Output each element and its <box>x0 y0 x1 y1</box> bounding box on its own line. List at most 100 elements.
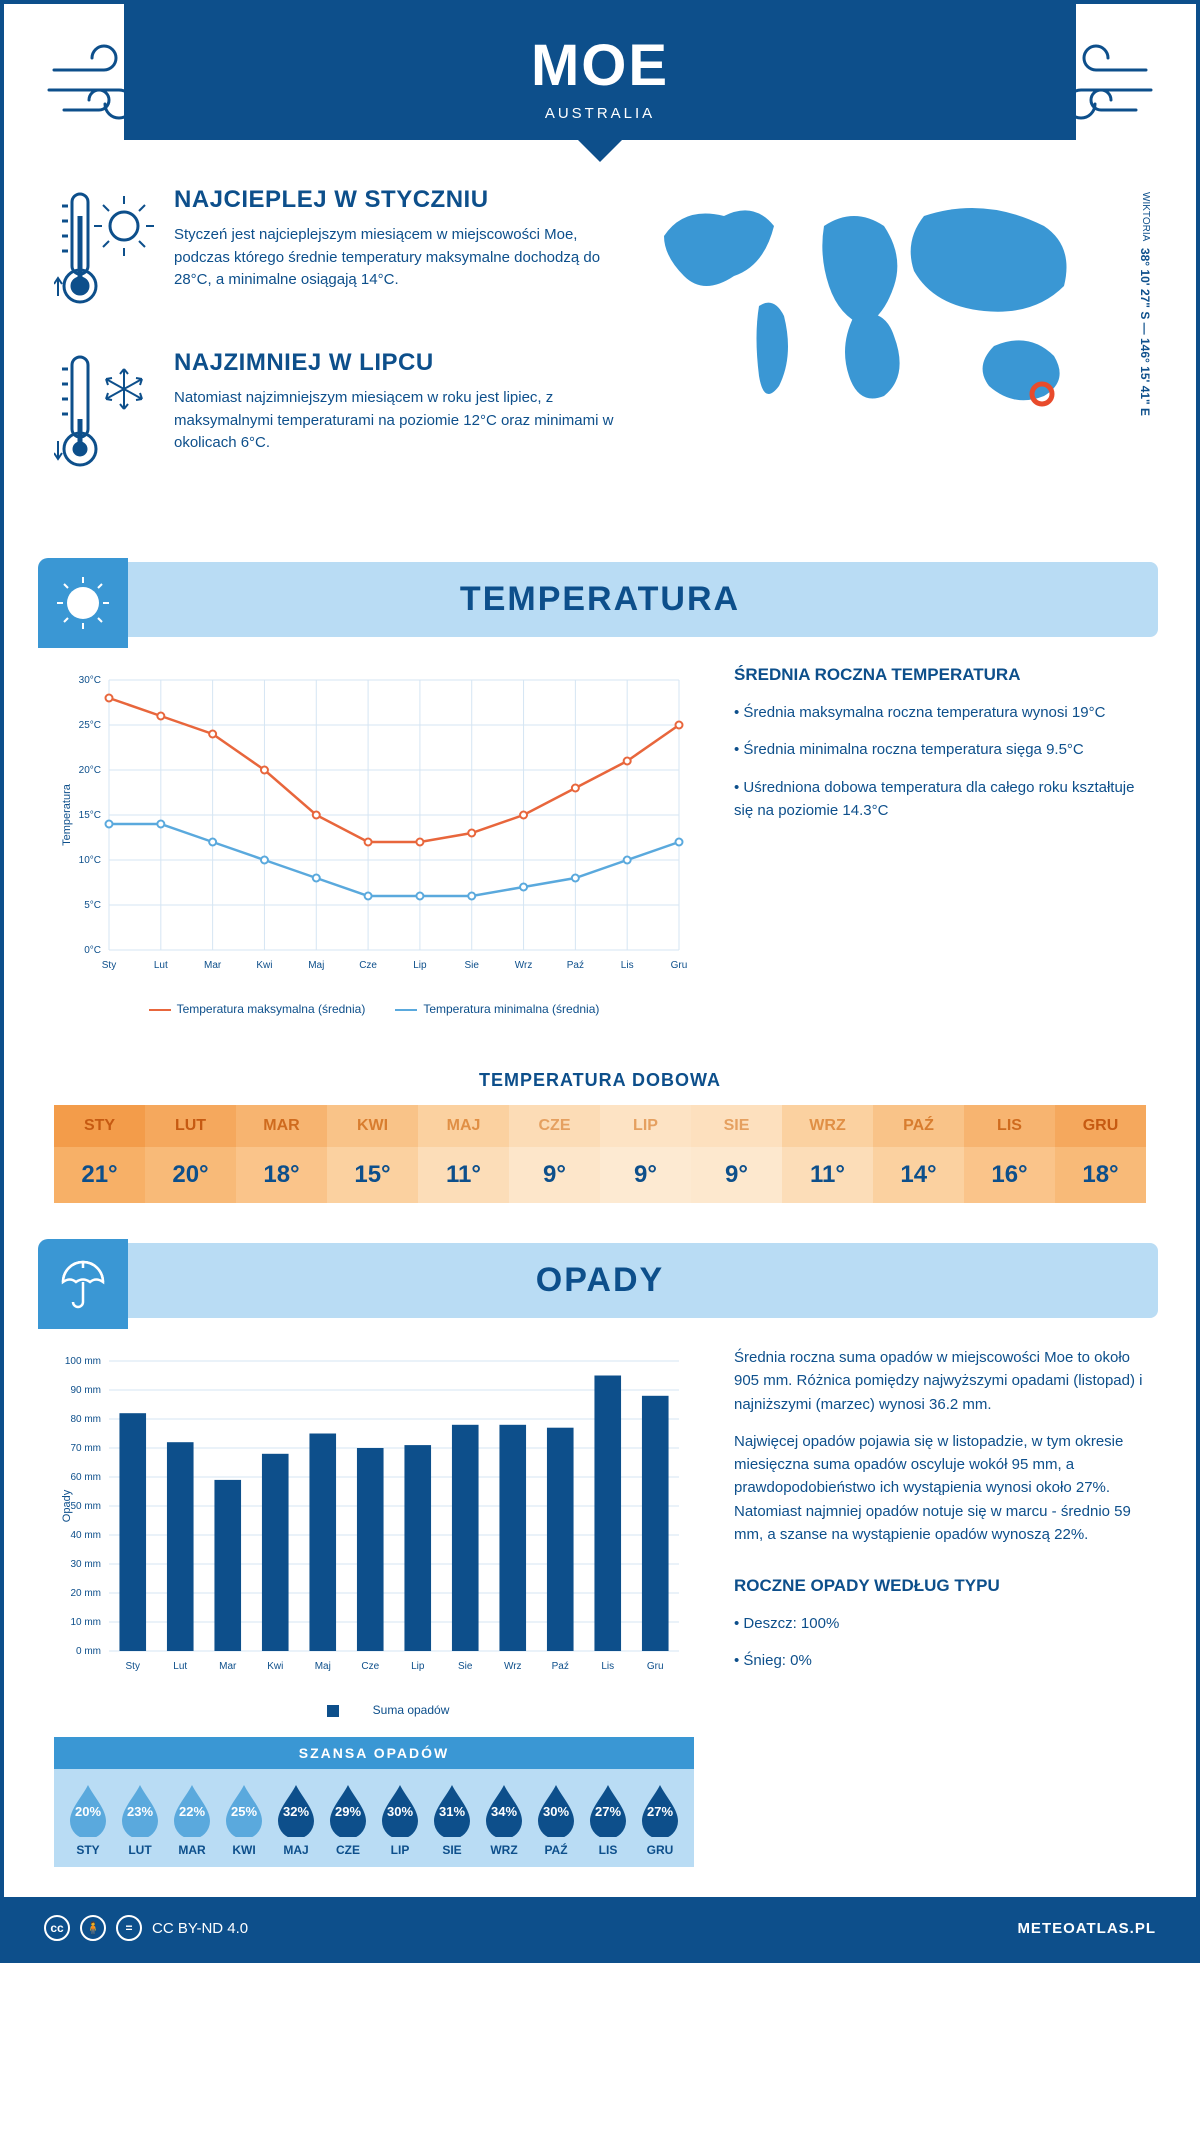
coldest-title: NAJZIMNIEJ W LIPCU <box>174 349 614 377</box>
svg-text:30 mm: 30 mm <box>70 1559 101 1570</box>
rain-chance-col: 22%MAR <box>166 1783 218 1857</box>
rain-chance-col: 30%PAŹ <box>530 1783 582 1857</box>
svg-text:Temperatura: Temperatura <box>61 783 73 846</box>
nd-icon: = <box>116 1915 142 1941</box>
daily-col: SIE9° <box>691 1105 782 1203</box>
temperature-section-header: TEMPERATURA <box>42 562 1158 637</box>
svg-text:10°C: 10°C <box>79 855 101 866</box>
rain-chance-panel: SZANSA OPADÓW 20%STY23%LUT22%MAR25%KWI32… <box>54 1737 694 1867</box>
svg-text:Sty: Sty <box>126 1661 140 1672</box>
intro-section: NAJCIEPLEJ W STYCZNIU Styczeń jest najci… <box>4 176 1196 542</box>
world-map-icon <box>644 186 1104 446</box>
svg-text:Cze: Cze <box>359 960 377 971</box>
sun-icon <box>38 558 128 648</box>
coldest-fact: NAJZIMNIEJ W LIPCU Natomiast najzimniejs… <box>54 349 614 484</box>
svg-text:Sie: Sie <box>458 1661 473 1672</box>
coldest-text: Natomiast najzimniejszym miesiącem w rok… <box>174 387 614 455</box>
svg-text:Opady: Opady <box>61 1489 73 1522</box>
svg-text:60 mm: 60 mm <box>70 1472 101 1483</box>
by-icon: 🧍 <box>80 1915 106 1941</box>
cc-icon: cc <box>44 1915 70 1941</box>
umbrella-icon <box>38 1239 128 1329</box>
daily-col: LUT20° <box>145 1105 236 1203</box>
site-name: METEOATLAS.PL <box>1017 1920 1156 1937</box>
svg-text:Sie: Sie <box>465 960 480 971</box>
daily-col: LIS16° <box>964 1105 1055 1203</box>
temperature-summary: ŚREDNIA ROCZNA TEMPERATURA • Średnia mak… <box>734 665 1146 1016</box>
thermometer-snow-icon <box>54 349 154 484</box>
rain-chance-col: 29%CZE <box>322 1783 374 1857</box>
precipitation-bar-chart: 0 mm 10 mm 20 mm 30 mm 40 mm 50 mm 60 mm 70 mm 8… <box>54 1346 694 1867</box>
daily-col: WRZ11° <box>782 1105 873 1203</box>
svg-text:Lis: Lis <box>621 960 634 971</box>
svg-text:80 mm: 80 mm <box>70 1414 101 1425</box>
svg-text:Maj: Maj <box>315 1661 331 1672</box>
svg-text:90 mm: 90 mm <box>70 1385 101 1396</box>
svg-text:Maj: Maj <box>308 960 324 971</box>
daily-temp-title: TEMPERATURA DOBOWA <box>4 1070 1196 1091</box>
daily-col: LIP9° <box>600 1105 691 1203</box>
footer: cc 🧍 = CC BY-ND 4.0 METEOATLAS.PL <box>4 1897 1196 1959</box>
svg-text:Paź: Paź <box>567 960 584 971</box>
svg-text:Sty: Sty <box>102 960 116 971</box>
temperature-line-chart: 0°C 5°C 10°C 15°C 20°C 25°C 30°C Sty Lut Mar Kwi Ma… <box>54 665 694 1016</box>
svg-text:70 mm: 70 mm <box>70 1443 101 1454</box>
svg-text:20°C: 20°C <box>79 765 101 776</box>
daily-col: MAJ11° <box>418 1105 509 1203</box>
svg-text:Kwi: Kwi <box>267 1661 283 1672</box>
svg-text:30°C: 30°C <box>79 675 101 686</box>
svg-text:Lut: Lut <box>154 960 168 971</box>
coordinates: WIKTORIA 38° 10' 27" S — 146° 15' 41" E <box>1138 192 1152 416</box>
rain-chance-col: 27%GRU <box>634 1783 686 1857</box>
svg-text:Paź: Paź <box>552 1661 569 1672</box>
rain-chance-col: 32%MAJ <box>270 1783 322 1857</box>
warmest-title: NAJCIEPLEJ W STYCZNIU <box>174 186 614 214</box>
rain-chance-col: 34%WRZ <box>478 1783 530 1857</box>
svg-text:Lip: Lip <box>411 1661 425 1672</box>
svg-text:Mar: Mar <box>219 1661 237 1672</box>
rain-chance-col: 20%STY <box>62 1783 114 1857</box>
daily-col: GRU18° <box>1055 1105 1146 1203</box>
daily-col: MAR18° <box>236 1105 327 1203</box>
daily-col: KWI15° <box>327 1105 418 1203</box>
svg-text:40 mm: 40 mm <box>70 1530 101 1541</box>
rain-chance-col: 31%SIE <box>426 1783 478 1857</box>
header-banner: MOE AUSTRALIA <box>124 4 1076 140</box>
svg-text:15°C: 15°C <box>79 810 101 821</box>
svg-text:Cze: Cze <box>361 1661 379 1672</box>
daily-col: PAŹ14° <box>873 1105 964 1203</box>
svg-text:0 mm: 0 mm <box>76 1646 101 1657</box>
svg-text:5°C: 5°C <box>84 900 101 911</box>
svg-text:Lip: Lip <box>413 960 427 971</box>
chart-legend: Temperatura maksymalna (średnia) Tempera… <box>54 1002 694 1016</box>
city-name: MOE <box>124 32 1076 99</box>
country-name: AUSTRALIA <box>124 105 1076 122</box>
svg-text:50 mm: 50 mm <box>70 1501 101 1512</box>
thermometer-sun-icon <box>54 186 154 321</box>
precipitation-summary: Średnia roczna suma opadów w miejscowośc… <box>734 1346 1146 1867</box>
rain-chance-col: 25%KWI <box>218 1783 270 1857</box>
chart-legend: Suma opadów <box>54 1703 694 1717</box>
rain-chance-col: 27%LIS <box>582 1783 634 1857</box>
svg-text:Gru: Gru <box>671 960 688 971</box>
svg-text:Wrz: Wrz <box>515 960 533 971</box>
rain-chance-col: 23%LUT <box>114 1783 166 1857</box>
svg-text:Lut: Lut <box>173 1661 187 1672</box>
daily-col: CZE9° <box>509 1105 600 1203</box>
svg-text:Mar: Mar <box>204 960 222 971</box>
svg-text:10 mm: 10 mm <box>70 1617 101 1628</box>
daily-temp-table: STY21°LUT20°MAR18°KWI15°MAJ11°CZE9°LIP9°… <box>54 1105 1146 1203</box>
svg-text:0°C: 0°C <box>84 945 101 956</box>
license-text: CC BY-ND 4.0 <box>152 1920 248 1937</box>
svg-text:Wrz: Wrz <box>504 1661 522 1672</box>
svg-text:25°C: 25°C <box>79 720 101 731</box>
daily-col: STY21° <box>54 1105 145 1203</box>
svg-text:Gru: Gru <box>647 1661 664 1672</box>
precipitation-section-header: OPADY <box>42 1243 1158 1318</box>
svg-text:20 mm: 20 mm <box>70 1588 101 1599</box>
svg-text:Lis: Lis <box>601 1661 614 1672</box>
rain-chance-col: 30%LIP <box>374 1783 426 1857</box>
warmest-fact: NAJCIEPLEJ W STYCZNIU Styczeń jest najci… <box>54 186 614 321</box>
svg-text:Kwi: Kwi <box>256 960 272 971</box>
svg-text:100 mm: 100 mm <box>65 1356 101 1367</box>
